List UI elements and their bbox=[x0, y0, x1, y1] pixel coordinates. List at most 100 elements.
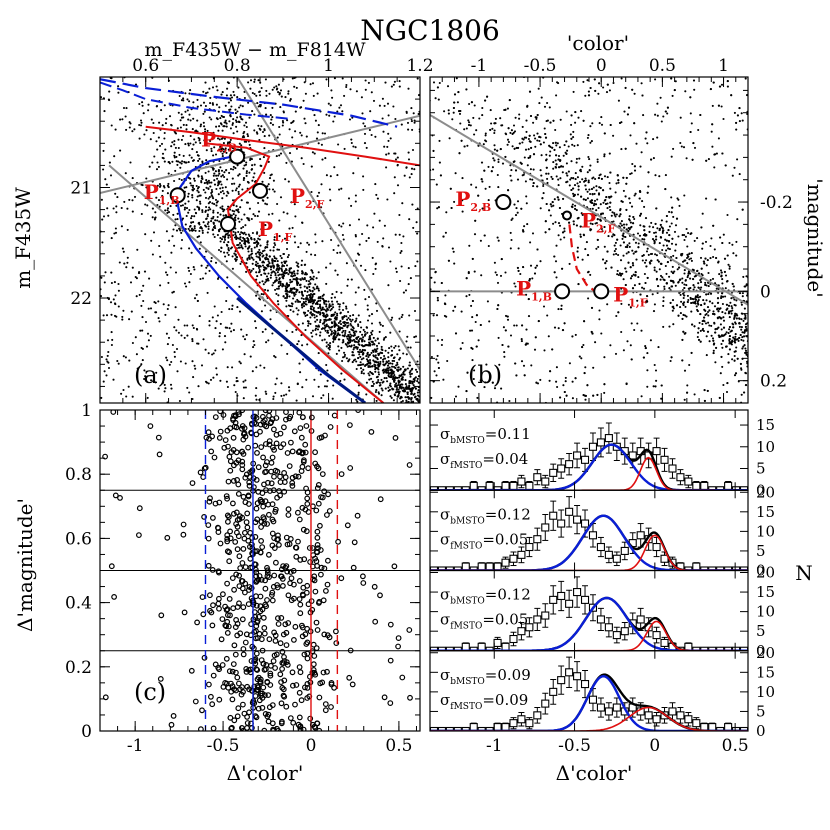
star-point bbox=[722, 383, 725, 387]
star-point bbox=[385, 166, 388, 169]
star-point bbox=[355, 90, 358, 93]
star-point bbox=[782, 322, 784, 324]
star-point bbox=[376, 357, 379, 360]
star-point bbox=[789, 370, 791, 372]
star-point bbox=[776, 323, 778, 325]
star-point bbox=[185, 124, 188, 127]
star-point bbox=[314, 320, 317, 323]
star-point bbox=[760, 357, 762, 359]
star-point bbox=[215, 103, 218, 106]
star-point bbox=[314, 233, 317, 236]
star-point bbox=[640, 82, 643, 85]
star-point bbox=[563, 236, 566, 239]
star-point bbox=[106, 354, 109, 357]
star-point bbox=[250, 250, 253, 253]
star-point bbox=[564, 376, 567, 379]
star-point bbox=[760, 323, 762, 325]
star-point bbox=[337, 325, 340, 328]
star-point bbox=[407, 151, 410, 154]
star-point bbox=[225, 243, 228, 246]
star-point bbox=[753, 291, 755, 293]
star-point bbox=[206, 231, 209, 234]
star-point bbox=[206, 215, 209, 218]
star-point bbox=[129, 161, 132, 164]
star-point bbox=[705, 354, 708, 357]
star-point bbox=[244, 163, 248, 166]
star-point bbox=[742, 339, 745, 342]
star-point bbox=[794, 382, 796, 384]
star-point bbox=[641, 200, 644, 203]
star-point bbox=[390, 349, 394, 352]
star-point bbox=[218, 332, 221, 335]
star-point bbox=[125, 107, 128, 110]
star-point bbox=[756, 321, 758, 323]
star-point bbox=[122, 388, 125, 392]
star-point bbox=[724, 274, 728, 277]
star-point bbox=[206, 182, 209, 185]
star-point bbox=[150, 239, 153, 242]
panel-a-scatter bbox=[100, 77, 431, 406]
star-point bbox=[366, 304, 369, 307]
star-point bbox=[515, 324, 518, 327]
star-point bbox=[782, 330, 784, 332]
star-point bbox=[720, 342, 723, 346]
star-point bbox=[333, 77, 336, 80]
star-point bbox=[690, 122, 693, 125]
star-point bbox=[757, 290, 759, 292]
star-point bbox=[323, 324, 326, 327]
star-point bbox=[181, 160, 184, 163]
star-point bbox=[111, 338, 114, 341]
star-point bbox=[342, 321, 345, 324]
star-point bbox=[220, 246, 223, 250]
star-point bbox=[780, 339, 782, 341]
star-point bbox=[392, 372, 395, 375]
star-point bbox=[113, 232, 116, 235]
star-point bbox=[212, 174, 215, 177]
star-point bbox=[406, 121, 410, 124]
star-point bbox=[234, 233, 237, 236]
star-point bbox=[345, 315, 348, 318]
star-point bbox=[497, 186, 500, 189]
star-point bbox=[656, 102, 659, 105]
star-point bbox=[811, 357, 813, 359]
star-point bbox=[351, 354, 354, 357]
ms-fiducial bbox=[236, 296, 367, 403]
star-point bbox=[349, 333, 352, 336]
star-point bbox=[720, 105, 723, 108]
star-point bbox=[195, 293, 198, 296]
star-point bbox=[218, 159, 221, 163]
star-point bbox=[316, 195, 319, 198]
star-point bbox=[278, 93, 281, 96]
star-point bbox=[727, 353, 730, 356]
star-point bbox=[642, 114, 645, 117]
star-point bbox=[230, 96, 234, 99]
star-point bbox=[173, 156, 176, 159]
star-point bbox=[184, 92, 187, 95]
star-point bbox=[630, 172, 633, 175]
star-point bbox=[301, 221, 304, 224]
star-point bbox=[342, 340, 345, 343]
star-point bbox=[205, 266, 208, 269]
star-point bbox=[701, 322, 704, 326]
star-point bbox=[577, 188, 580, 191]
star-point bbox=[617, 273, 620, 277]
star-point bbox=[408, 364, 412, 367]
star-point bbox=[381, 381, 384, 384]
star-point bbox=[375, 376, 378, 379]
star-point bbox=[429, 404, 431, 406]
star-point bbox=[330, 326, 333, 329]
star-point bbox=[299, 283, 302, 286]
star-point bbox=[166, 207, 170, 210]
star-point bbox=[212, 131, 215, 134]
star-point bbox=[221, 197, 224, 200]
star-point bbox=[162, 381, 165, 384]
star-point bbox=[701, 247, 704, 250]
star-point bbox=[157, 136, 160, 139]
star-point bbox=[365, 343, 368, 346]
star-point bbox=[374, 183, 377, 186]
star-point bbox=[333, 296, 337, 299]
star-point bbox=[323, 338, 326, 341]
star-point bbox=[672, 323, 675, 326]
star-point bbox=[389, 137, 392, 140]
star-point bbox=[116, 359, 119, 363]
